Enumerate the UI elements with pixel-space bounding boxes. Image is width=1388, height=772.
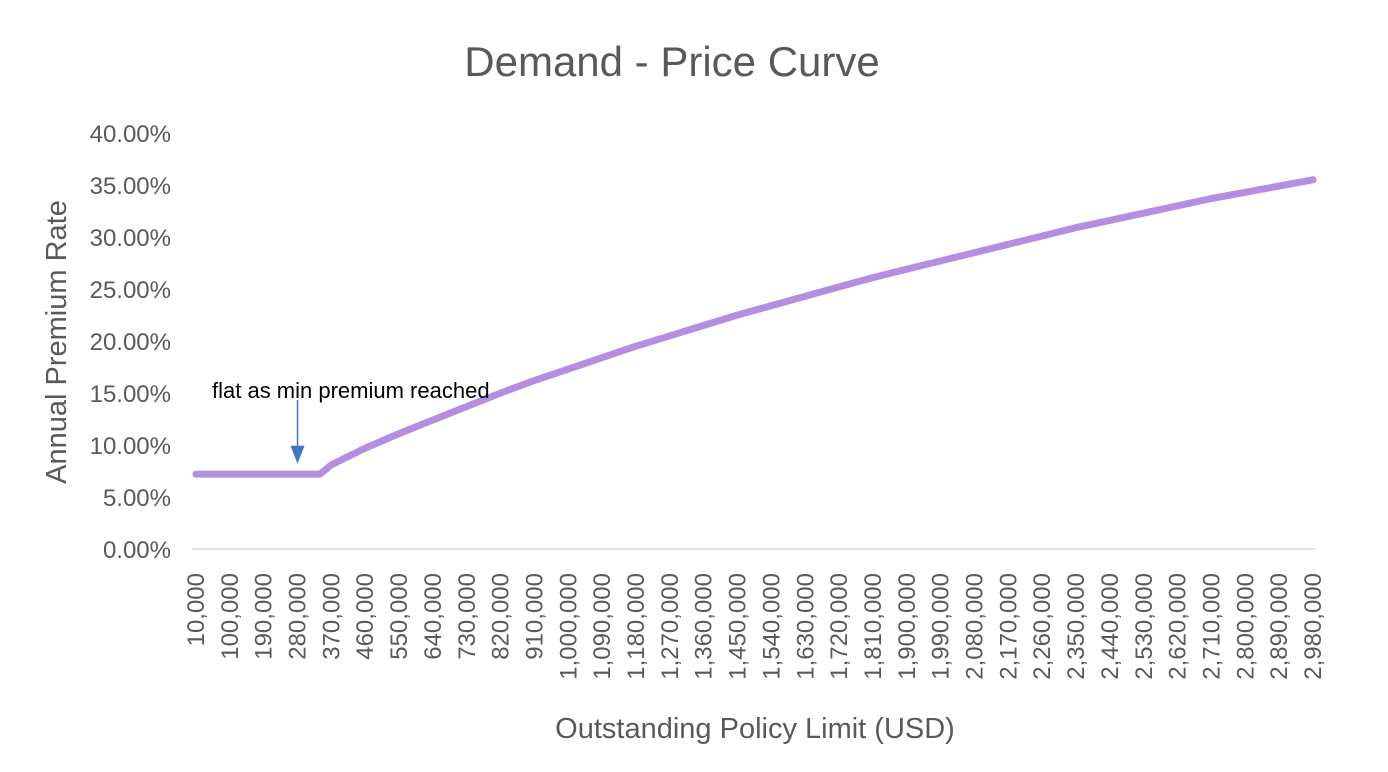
- x-tick-label: 1,540,000: [758, 573, 785, 680]
- y-tick-label: 0.00%: [103, 537, 171, 564]
- x-tick-label: 10,000: [183, 573, 210, 646]
- y-axis-ticks: 0.00% 5.00% 10.00% 15.00% 20.00% 25.00% 30.00%…: [90, 121, 171, 564]
- x-tick-label: 2,080,000: [962, 573, 989, 680]
- y-tick-label: 35.00%: [90, 173, 171, 200]
- x-tick-label: 2,710,000: [1198, 573, 1225, 680]
- x-tick-label: 2,980,000: [1300, 573, 1327, 680]
- x-tick-label: 280,000: [285, 573, 312, 660]
- y-tick-label: 15.00%: [90, 381, 171, 408]
- x-tick-label: 1,360,000: [691, 573, 718, 680]
- x-tick-label: 820,000: [488, 573, 515, 660]
- x-tick-label: 1,090,000: [589, 573, 616, 680]
- x-tick-label: 2,620,000: [1165, 573, 1192, 680]
- x-tick-label: 640,000: [420, 573, 447, 660]
- x-tick-label: 1,990,000: [928, 573, 955, 680]
- x-tick-label: 2,530,000: [1131, 573, 1158, 680]
- y-axis-title: Annual Premium Rate: [41, 200, 73, 484]
- x-tick-label: 730,000: [454, 573, 481, 660]
- y-tick-label: 25.00%: [90, 277, 171, 304]
- x-tick-label: 2,800,000: [1232, 573, 1259, 680]
- x-tick-label: 910,000: [521, 573, 548, 660]
- series-layer: [192, 176, 1317, 478]
- x-axis-title: Outstanding Policy Limit (USD): [555, 713, 955, 745]
- x-tick-label: 1,450,000: [725, 573, 752, 680]
- x-tick-label: 2,440,000: [1097, 573, 1124, 680]
- y-tick-label: 30.00%: [90, 225, 171, 252]
- annotation-arrow-head: [290, 445, 305, 464]
- y-tick-label: 5.00%: [103, 485, 171, 512]
- x-tick-label: 460,000: [352, 573, 379, 660]
- annotation-label: flat as min premium reached: [212, 378, 490, 403]
- x-tick-label: 100,000: [217, 573, 244, 660]
- x-tick-label: 370,000: [318, 573, 345, 660]
- x-tick-label: 1,270,000: [657, 573, 684, 680]
- y-tick-label: 40.00%: [90, 121, 171, 148]
- annotation-layer: flat as min premium reached: [212, 378, 490, 464]
- x-tick-label: 1,630,000: [792, 573, 819, 680]
- x-tick-label: 1,720,000: [826, 573, 853, 680]
- x-tick-label: 1,000,000: [555, 573, 582, 680]
- x-tick-label: 2,890,000: [1266, 573, 1293, 680]
- y-tick-label: 10.00%: [90, 433, 171, 460]
- chart-title: Demand - Price Curve: [464, 38, 879, 85]
- series-line: [192, 176, 1317, 478]
- x-tick-label: 550,000: [386, 573, 413, 660]
- x-tick-label: 2,350,000: [1063, 573, 1090, 680]
- x-tick-label: 2,260,000: [1029, 573, 1056, 680]
- x-tick-label: 1,900,000: [894, 573, 921, 680]
- x-axis-ticks: 10,000 100,000 190,000 280,000 370,000 460,00…: [183, 573, 1327, 680]
- x-tick-label: 1,180,000: [623, 573, 650, 680]
- y-tick-label: 20.00%: [90, 329, 171, 356]
- x-tick-label: 2,170,000: [995, 573, 1022, 680]
- x-tick-label: 1,810,000: [860, 573, 887, 680]
- x-tick-label: 190,000: [251, 573, 278, 660]
